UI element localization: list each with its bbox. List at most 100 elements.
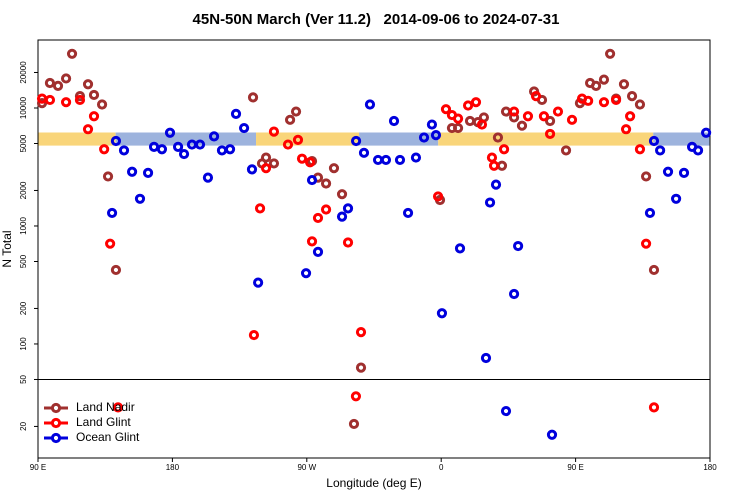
point (172, 141, 184, 153)
point (432, 191, 444, 202)
point (644, 207, 656, 219)
point (268, 126, 280, 137)
point (488, 160, 500, 171)
x-tick-label: 90 W (297, 463, 316, 472)
point (112, 402, 124, 413)
legend-label: Ocean Glint (76, 430, 140, 444)
point (260, 152, 272, 163)
point (372, 154, 384, 166)
point (164, 127, 176, 138)
point (388, 115, 400, 127)
point (598, 97, 610, 108)
point (452, 122, 464, 134)
point (538, 111, 550, 122)
point (44, 77, 56, 89)
point (440, 104, 452, 115)
point (508, 106, 520, 117)
point (546, 429, 558, 440)
surface-segment (256, 132, 360, 146)
point (320, 178, 332, 189)
point (52, 80, 64, 91)
point (336, 189, 348, 200)
point (394, 154, 406, 166)
point (312, 246, 324, 257)
point (355, 362, 367, 373)
point (355, 327, 367, 338)
point (36, 98, 48, 109)
point (452, 113, 464, 124)
y-tick-label: 10000 (19, 96, 28, 119)
point (88, 111, 100, 122)
legend-label: Land Nadir (76, 400, 135, 414)
point (598, 74, 610, 85)
y-tick-label: 5000 (19, 134, 28, 152)
point (648, 135, 660, 147)
point (648, 264, 660, 276)
point (484, 197, 496, 208)
point (304, 157, 316, 168)
x-tick-label: 0 (439, 463, 444, 472)
point (486, 152, 498, 163)
point (342, 203, 354, 214)
point (508, 288, 520, 300)
point (464, 115, 476, 127)
point (410, 152, 422, 163)
point (610, 94, 622, 106)
point (320, 204, 332, 215)
point (260, 163, 272, 174)
point (300, 268, 312, 279)
point (364, 99, 376, 110)
point (476, 119, 488, 130)
point (336, 211, 348, 222)
point (342, 237, 354, 248)
point (194, 139, 206, 150)
point (254, 203, 266, 214)
point (292, 134, 304, 145)
point (60, 73, 72, 84)
point (82, 79, 94, 90)
point (208, 131, 220, 142)
point (110, 135, 122, 147)
point (640, 238, 652, 249)
point (306, 236, 318, 247)
point (358, 147, 370, 158)
point (678, 167, 690, 178)
surface-segment (38, 132, 116, 146)
y-tick-label: 50 (19, 374, 28, 383)
y-tick-label: 1000 (19, 217, 28, 235)
point (462, 100, 474, 111)
point (82, 124, 94, 135)
point (60, 97, 72, 108)
legend-marker (50, 432, 62, 444)
point (618, 79, 630, 90)
point (701, 127, 712, 138)
point (134, 193, 146, 204)
point (238, 122, 250, 134)
x-axis-label: Longitude (deg E) (326, 476, 421, 490)
point (671, 193, 682, 204)
point (246, 164, 258, 175)
point (247, 92, 259, 103)
point (544, 128, 556, 140)
point (284, 114, 296, 125)
point (88, 89, 100, 101)
point (544, 115, 556, 127)
point (290, 106, 302, 117)
point (126, 166, 138, 177)
x-tick-label: 90 E (30, 463, 46, 472)
x-tick-label: 180 (703, 463, 717, 472)
y-tick-label: 20000 (19, 61, 28, 84)
point (110, 264, 122, 276)
point (513, 240, 524, 252)
point (436, 308, 448, 319)
point (348, 418, 360, 430)
point (496, 160, 508, 171)
point (430, 130, 442, 141)
point (224, 144, 236, 155)
point (74, 94, 86, 106)
point (492, 132, 504, 143)
point (178, 148, 190, 160)
x-tick-label: 180 (166, 463, 180, 472)
point (44, 94, 56, 106)
y-tick-label: 20 (19, 421, 28, 430)
